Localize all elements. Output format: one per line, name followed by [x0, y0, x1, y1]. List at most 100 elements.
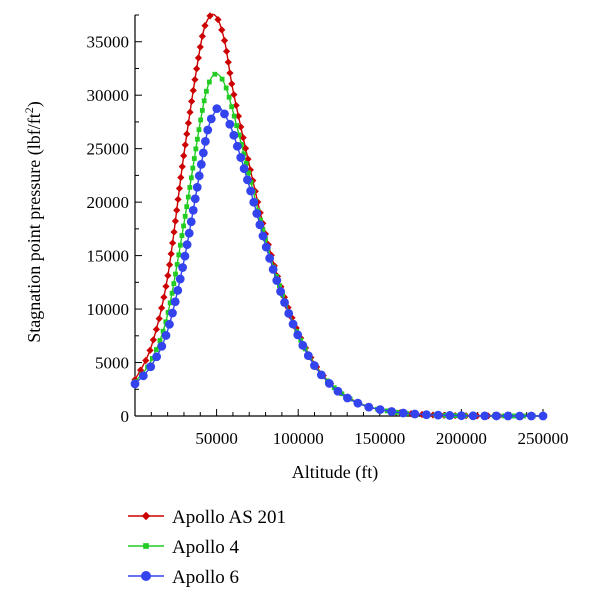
data-point: [138, 371, 148, 381]
data-point: [193, 65, 201, 73]
data-point: [142, 356, 150, 365]
data-point: [186, 108, 194, 116]
data-point: [246, 170, 251, 176]
data-point: [174, 262, 180, 267]
data-point: [239, 164, 249, 174]
data-point: [157, 341, 167, 351]
data-point: [152, 352, 162, 362]
data-point: [184, 204, 190, 210]
data-point: [183, 130, 191, 138]
data-point: [196, 127, 202, 133]
data-point: [188, 205, 198, 215]
data-point: [192, 182, 202, 192]
legend-marker: [143, 543, 149, 549]
y-axis-title-main: Stagnation point pressure (lbf/ft: [24, 113, 45, 342]
y-tick-label: 35000: [87, 33, 130, 52]
data-point: [228, 80, 236, 88]
x-tick-label: 150000: [354, 429, 405, 448]
data-point: [234, 112, 243, 120]
data-point: [170, 228, 178, 236]
data-point: [201, 98, 207, 104]
data-point: [223, 85, 229, 91]
data-point: [503, 411, 513, 421]
data-point: [191, 156, 197, 161]
data-point: [201, 21, 209, 30]
data-point: [230, 91, 238, 99]
data-point: [343, 393, 352, 403]
y-tick-label: 0: [121, 407, 130, 426]
data-point: [303, 351, 313, 361]
data-point: [163, 319, 169, 325]
data-point: [468, 411, 478, 421]
data-point: [445, 411, 455, 420]
data-point: [173, 271, 178, 277]
data-point: [185, 194, 191, 200]
data-point: [206, 79, 212, 85]
data-point: [243, 160, 249, 166]
data-point: [225, 119, 235, 129]
data-point: [190, 194, 200, 204]
data-point: [198, 148, 208, 158]
data-point: [255, 220, 265, 230]
series-apollo-4: [132, 71, 546, 419]
y-axis-title-close: ): [24, 101, 45, 107]
data-point: [526, 411, 536, 421]
series-markers-apollo-4: [132, 71, 546, 419]
data-point: [457, 411, 466, 421]
data-point: [284, 308, 294, 318]
data-point: [491, 411, 501, 421]
data-point: [153, 347, 159, 352]
x-tick-label: 100000: [273, 429, 324, 448]
data-point: [236, 132, 242, 138]
data-point: [161, 331, 171, 340]
data-point: [212, 104, 222, 114]
legend-label: Apollo AS 201: [172, 507, 286, 528]
data-point: [324, 379, 334, 388]
data-point: [149, 336, 157, 344]
data-point: [203, 125, 213, 135]
data-point: [146, 362, 156, 372]
series-markers-apollo-6: [130, 104, 548, 421]
data-point: [224, 58, 232, 66]
x-axis-title: Altitude (ft): [292, 462, 378, 483]
data-point: [165, 261, 174, 269]
data-point: [194, 54, 203, 62]
data-point: [234, 123, 240, 128]
series-line-apollo-6: [134, 106, 544, 417]
data-point: [252, 209, 262, 218]
data-point: [178, 163, 186, 171]
data-point: [353, 398, 363, 408]
data-point: [268, 265, 278, 274]
data-point: [232, 141, 242, 151]
data-point: [422, 410, 431, 420]
data-point: [410, 409, 420, 419]
data-point: [168, 308, 177, 318]
series-layer: [130, 12, 548, 421]
y-tick-label: 30000: [87, 86, 130, 105]
data-point: [190, 165, 196, 171]
series-line-apollo-as-201: [134, 13, 544, 417]
data-point: [171, 281, 177, 287]
data-point: [180, 152, 188, 160]
data-point: [155, 315, 163, 323]
data-point: [218, 26, 226, 34]
data-point: [288, 319, 298, 329]
data-point: [149, 355, 155, 361]
data-point: [173, 285, 183, 295]
data-point: [196, 159, 206, 169]
data-point: [191, 75, 199, 84]
data-point: [177, 173, 185, 182]
data-point: [260, 227, 266, 233]
data-point: [387, 407, 397, 416]
data-point: [276, 287, 285, 296]
data-point: [220, 109, 229, 119]
data-point: [188, 97, 196, 105]
data-point: [243, 175, 252, 185]
data-point: [249, 197, 259, 207]
data-point: [214, 15, 222, 24]
data-point: [309, 361, 319, 370]
y-tick-label: 25000: [87, 140, 130, 159]
data-point: [160, 293, 168, 301]
data-point: [229, 104, 235, 110]
